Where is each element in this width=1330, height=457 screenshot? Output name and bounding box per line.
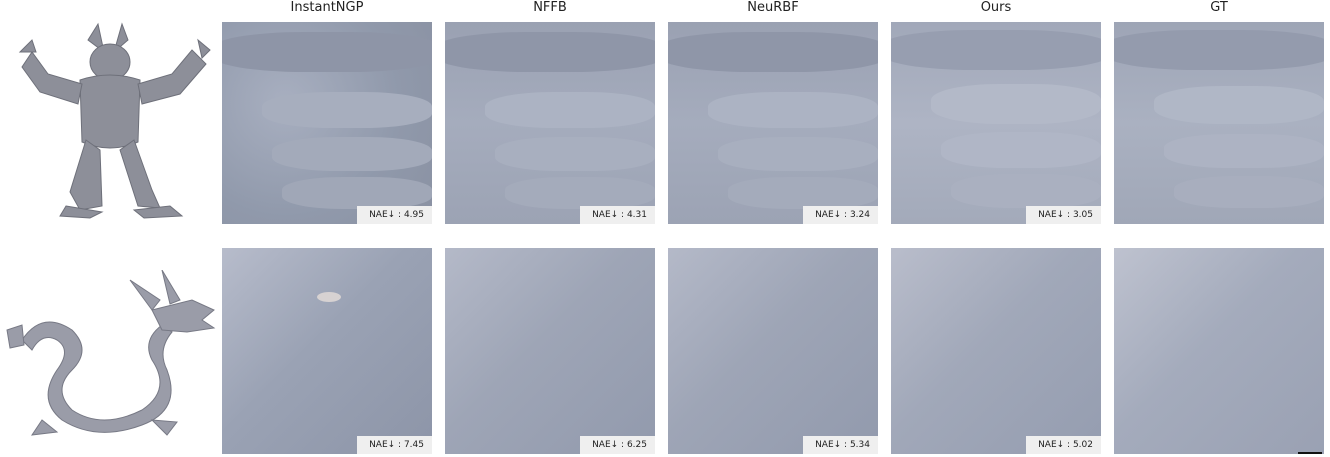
- render-tile-ours-row2: NAE↓ : 5.02: [891, 248, 1101, 454]
- render-tile-nffb-row1: NAE↓ : 4.31: [445, 22, 655, 224]
- nae-label: NAE↓ : 4.31: [580, 206, 655, 224]
- nae-label: NAE↓ : 4.95: [357, 206, 432, 224]
- render-tile-instantngp-row1: NAE↓ : 4.95: [222, 22, 432, 224]
- nae-label: NAE↓ : 5.34: [803, 436, 878, 454]
- nae-label: NAE↓ : 3.05: [1026, 206, 1101, 224]
- column-title-neurbf: NeuRBF: [747, 0, 799, 15]
- nae-label: NAE↓ : 7.45: [357, 436, 432, 454]
- render-tile-instantngp-row2: NAE↓ : 7.45: [222, 248, 432, 454]
- nae-label: NAE↓ : 3.24: [803, 206, 878, 224]
- render-tile-ours-row1: NAE↓ : 3.05: [891, 22, 1101, 224]
- column-title-ours: Ours: [980, 0, 1012, 15]
- render-tile-neurbf-row2: NAE↓ : 5.34: [668, 248, 878, 454]
- scale-bar: [1298, 452, 1322, 454]
- column-title-nffb: NFFB: [533, 0, 567, 15]
- render-tile-gt-row2: [1114, 248, 1324, 454]
- armadillo-icon: [10, 22, 215, 222]
- render-tile-gt-row1: [1114, 22, 1324, 224]
- render-tile-nffb-row2: NAE↓ : 6.25: [445, 248, 655, 454]
- column-title-instantngp: InstantNGP: [290, 0, 364, 15]
- nae-label: NAE↓ : 6.25: [580, 436, 655, 454]
- nae-label: NAE↓ : 5.02: [1026, 436, 1101, 454]
- dragon-icon: [2, 269, 217, 440]
- render-tile-neurbf-row1: NAE↓ : 3.24: [668, 22, 878, 224]
- column-title-gt: GT: [1210, 0, 1228, 15]
